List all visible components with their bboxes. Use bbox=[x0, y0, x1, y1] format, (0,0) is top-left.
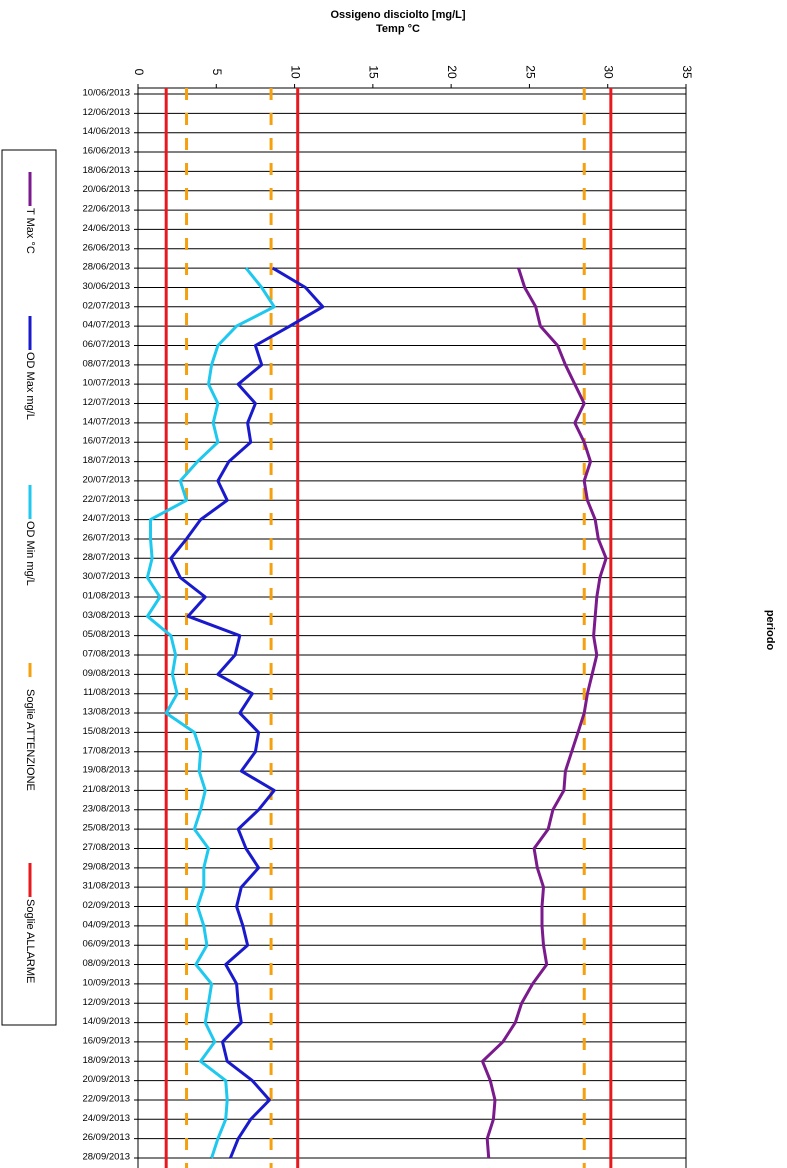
data-line bbox=[169, 266, 325, 1159]
y-tick-label: 12/07/2013 bbox=[82, 397, 130, 408]
chart-subtitle: Temp °C bbox=[376, 23, 420, 35]
y-tick-label: 14/07/2013 bbox=[82, 416, 130, 427]
legend-label: OD Min mg/L bbox=[24, 521, 36, 586]
y-tick-label: 06/07/2013 bbox=[82, 339, 130, 350]
x-tick-label: 10 bbox=[288, 65, 302, 79]
y-tick-label: 24/09/2013 bbox=[82, 1113, 130, 1124]
y-tick-label: 20/09/2013 bbox=[82, 1074, 130, 1085]
legend-label: Soglie ALLARME bbox=[24, 899, 36, 983]
y-tick-label: 25/08/2013 bbox=[82, 823, 130, 834]
y-tick-label: 15/08/2013 bbox=[82, 726, 130, 737]
y-tick-label: 02/09/2013 bbox=[82, 900, 130, 911]
y-tick-label: 26/07/2013 bbox=[82, 532, 130, 543]
y-tick-label: 17/08/2013 bbox=[82, 745, 130, 756]
y-tick-label: 10/09/2013 bbox=[82, 977, 130, 988]
x-tick-label: 15 bbox=[367, 65, 381, 79]
y-tick-label: 31/08/2013 bbox=[82, 881, 130, 892]
y-tick-label: 03/08/2013 bbox=[82, 610, 130, 621]
y-tick-label: 11/08/2013 bbox=[83, 687, 130, 698]
y-tick-label: 06/09/2013 bbox=[82, 939, 130, 950]
y-tick-label: 08/07/2013 bbox=[82, 358, 130, 369]
y-tick-label: 20/07/2013 bbox=[82, 474, 130, 485]
y-tick-label: 16/06/2013 bbox=[82, 146, 130, 157]
y-tick-label: 12/06/2013 bbox=[82, 107, 130, 118]
x-tick-label: 30 bbox=[602, 65, 616, 79]
x-tick-label: 0 bbox=[132, 69, 146, 76]
y-tick-label: 22/09/2013 bbox=[82, 1093, 130, 1104]
y-tick-label: 24/06/2013 bbox=[82, 223, 130, 234]
y-tick-label: 23/08/2013 bbox=[82, 803, 130, 814]
legend-label: Soglie ATTENZIONE bbox=[24, 689, 36, 791]
y-tick-label: 13/08/2013 bbox=[82, 707, 130, 718]
y-tick-label: 26/09/2013 bbox=[82, 1132, 130, 1143]
y-tick-label: 28/07/2013 bbox=[82, 552, 130, 563]
y-tick-label: 30/07/2013 bbox=[82, 571, 130, 582]
y-tick-label: 05/08/2013 bbox=[82, 629, 130, 640]
y-tick-label: 14/09/2013 bbox=[82, 1016, 130, 1027]
data-line bbox=[145, 267, 276, 1159]
y-tick-label: 10/07/2013 bbox=[82, 378, 130, 389]
y-tick-label: 04/09/2013 bbox=[82, 919, 130, 930]
data-line bbox=[481, 267, 608, 1159]
x-tick-label: 35 bbox=[680, 65, 694, 79]
y-tick-label: 09/08/2013 bbox=[82, 668, 130, 679]
chart-title: Ossigeno disciolto [mg/L] bbox=[330, 9, 465, 21]
y-tick-label: 22/06/2013 bbox=[82, 204, 130, 215]
y-tick-label: 08/09/2013 bbox=[82, 958, 130, 969]
y-tick-label: 18/07/2013 bbox=[82, 455, 130, 466]
y-tick-label: 27/08/2013 bbox=[82, 842, 130, 853]
y-axis-label: periodo bbox=[764, 610, 776, 651]
y-tick-label: 30/06/2013 bbox=[82, 281, 130, 292]
y-tick-label: 21/08/2013 bbox=[82, 784, 130, 795]
y-tick-label: 10/06/2013 bbox=[82, 88, 130, 99]
y-tick-label: 01/08/2013 bbox=[82, 590, 130, 601]
legend-box bbox=[1, 149, 57, 1026]
y-tick-label: 29/08/2013 bbox=[82, 861, 130, 872]
y-tick-label: 19/08/2013 bbox=[82, 765, 130, 776]
y-tick-label: 28/09/2013 bbox=[82, 1152, 130, 1163]
y-tick-label: 16/07/2013 bbox=[82, 436, 130, 447]
y-tick-label: 14/06/2013 bbox=[82, 126, 130, 137]
y-tick-label: 18/09/2013 bbox=[82, 1055, 130, 1066]
y-tick-label: 02/07/2013 bbox=[82, 300, 130, 311]
y-tick-label: 28/06/2013 bbox=[82, 262, 130, 273]
legend-label: OD Max mg/L bbox=[24, 352, 36, 420]
y-tick-label: 26/06/2013 bbox=[82, 242, 130, 253]
y-tick-label: 16/09/2013 bbox=[82, 1035, 130, 1046]
x-tick-label: 25 bbox=[523, 65, 537, 79]
y-tick-label: 18/06/2013 bbox=[82, 165, 130, 176]
y-tick-label: 04/07/2013 bbox=[82, 320, 130, 331]
y-tick-label: 20/06/2013 bbox=[82, 184, 130, 195]
x-tick-label: 20 bbox=[445, 65, 459, 79]
y-tick-label: 24/07/2013 bbox=[82, 513, 130, 524]
y-tick-label: 22/07/2013 bbox=[82, 494, 130, 505]
legend-label: T Max °C bbox=[24, 208, 36, 254]
x-tick-label: 5 bbox=[210, 69, 224, 76]
y-tick-label: 07/08/2013 bbox=[82, 649, 130, 660]
y-tick-label: 12/09/2013 bbox=[82, 997, 130, 1008]
